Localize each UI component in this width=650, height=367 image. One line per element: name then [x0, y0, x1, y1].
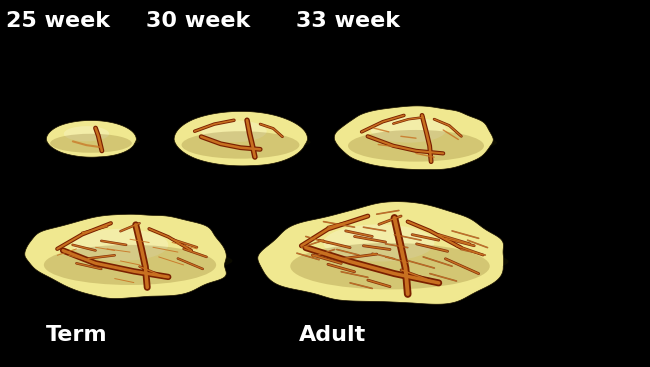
Ellipse shape: [44, 136, 140, 147]
Text: Adult: Adult: [299, 325, 366, 345]
Ellipse shape: [324, 224, 434, 262]
Ellipse shape: [348, 130, 484, 161]
Ellipse shape: [64, 126, 109, 141]
Ellipse shape: [173, 134, 311, 150]
Ellipse shape: [31, 249, 233, 273]
Polygon shape: [258, 201, 504, 304]
Ellipse shape: [73, 229, 168, 261]
Ellipse shape: [202, 120, 266, 142]
Ellipse shape: [370, 117, 446, 143]
Text: 25 week: 25 week: [6, 11, 110, 31]
Text: Term: Term: [46, 325, 107, 345]
Polygon shape: [25, 214, 226, 299]
Polygon shape: [334, 106, 493, 170]
Ellipse shape: [181, 131, 300, 159]
Ellipse shape: [291, 243, 489, 290]
Text: 33 week: 33 week: [296, 11, 400, 31]
Polygon shape: [46, 120, 136, 157]
Ellipse shape: [44, 245, 216, 285]
Ellipse shape: [276, 248, 508, 276]
Text: 30 week: 30 week: [146, 11, 250, 31]
Ellipse shape: [50, 134, 132, 153]
Ellipse shape: [338, 133, 497, 152]
Polygon shape: [174, 112, 307, 166]
